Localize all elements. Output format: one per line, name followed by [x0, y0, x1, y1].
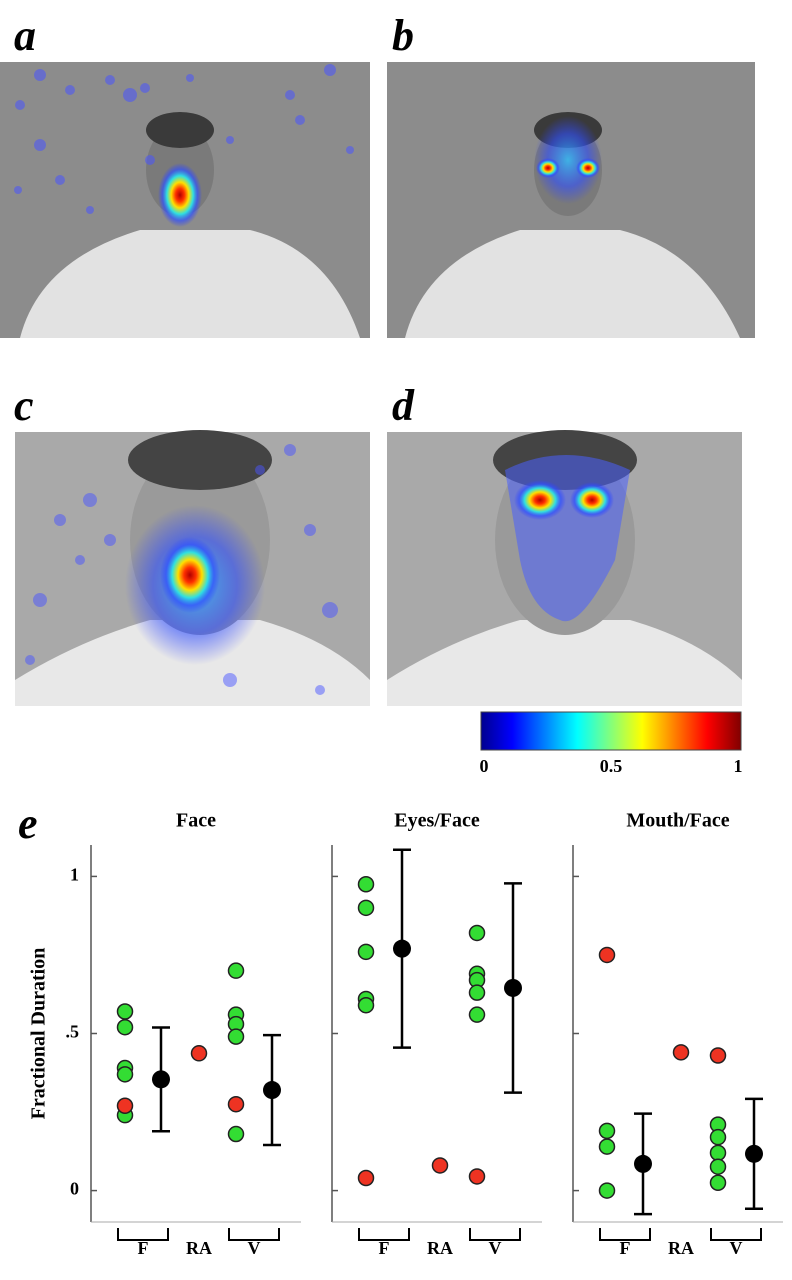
x-group-label: RA — [427, 1238, 453, 1258]
subject-point — [190, 1045, 208, 1062]
y-tick-label: .5 — [66, 1022, 80, 1042]
mean-point — [152, 1070, 170, 1089]
panel-label: a — [14, 11, 36, 60]
subject-point — [709, 1047, 727, 1064]
subject-point — [357, 876, 375, 893]
subject-point — [116, 1018, 134, 1036]
y-axis-label: Fractional Duration — [28, 948, 50, 1120]
x-group-label: F — [379, 1238, 390, 1258]
subject-point — [598, 946, 616, 964]
mean-point — [263, 1081, 281, 1100]
subject-point — [468, 1168, 486, 1185]
x-group-label: RA — [186, 1238, 212, 1258]
mean-point — [745, 1144, 763, 1163]
subject-point — [709, 1144, 727, 1162]
subject-point — [468, 924, 486, 942]
x-group-label: F — [620, 1238, 631, 1258]
mean-point — [393, 939, 411, 958]
y-tick-label: 1 — [70, 865, 79, 885]
subplot-title: Eyes/Face — [394, 810, 480, 832]
subject-point — [227, 1028, 245, 1045]
mean-point — [504, 978, 522, 997]
image-a — [0, 62, 370, 338]
x-group-label: F — [138, 1238, 149, 1258]
subject-point — [116, 1066, 134, 1083]
image-c — [15, 430, 370, 706]
subject-point — [468, 984, 486, 1001]
subject-point — [598, 1122, 616, 1140]
panel-label: b — [392, 11, 414, 60]
x-group-label: V — [489, 1238, 502, 1258]
colorbar-tick-label: 0.5 — [600, 756, 623, 776]
subject-point — [227, 1125, 245, 1143]
subject-point — [709, 1158, 727, 1175]
colorbar — [480, 711, 742, 751]
colorbar-tick-label: 1 — [734, 756, 743, 776]
subject-point — [598, 1182, 616, 1199]
image-d — [387, 430, 742, 706]
subject-point — [357, 899, 375, 917]
subplot-title: Mouth/Face — [626, 810, 729, 832]
colorbar-tick-label: 0 — [480, 756, 489, 776]
subject-point — [116, 1097, 134, 1115]
y-tick-label: 0 — [70, 1179, 79, 1199]
group-bracket — [117, 1228, 169, 1241]
subject-point — [357, 996, 375, 1014]
group-bracket — [469, 1228, 521, 1241]
group-bracket — [710, 1228, 762, 1241]
subject-point — [468, 1006, 486, 1023]
subject-point — [227, 962, 245, 979]
group-bracket — [599, 1228, 651, 1241]
panel-label: d — [392, 381, 415, 430]
x-group-label: RA — [668, 1238, 694, 1258]
subject-point — [227, 1095, 245, 1113]
subject-point — [116, 1003, 134, 1020]
subject-point — [709, 1128, 727, 1146]
panel-label: c — [14, 381, 34, 430]
subject-point — [598, 1138, 616, 1155]
x-group-label: V — [248, 1238, 261, 1258]
subject-point — [431, 1157, 449, 1174]
panel-label: e — [18, 799, 38, 848]
group-bracket — [358, 1228, 410, 1241]
subplot-title: Face — [176, 810, 216, 832]
mean-point — [634, 1154, 652, 1173]
subject-point — [709, 1174, 727, 1191]
image-b — [387, 62, 755, 338]
x-group-label: V — [730, 1238, 743, 1258]
subject-point — [357, 943, 375, 961]
subject-point — [357, 1169, 375, 1187]
subject-point — [672, 1044, 690, 1061]
group-bracket — [228, 1228, 280, 1241]
